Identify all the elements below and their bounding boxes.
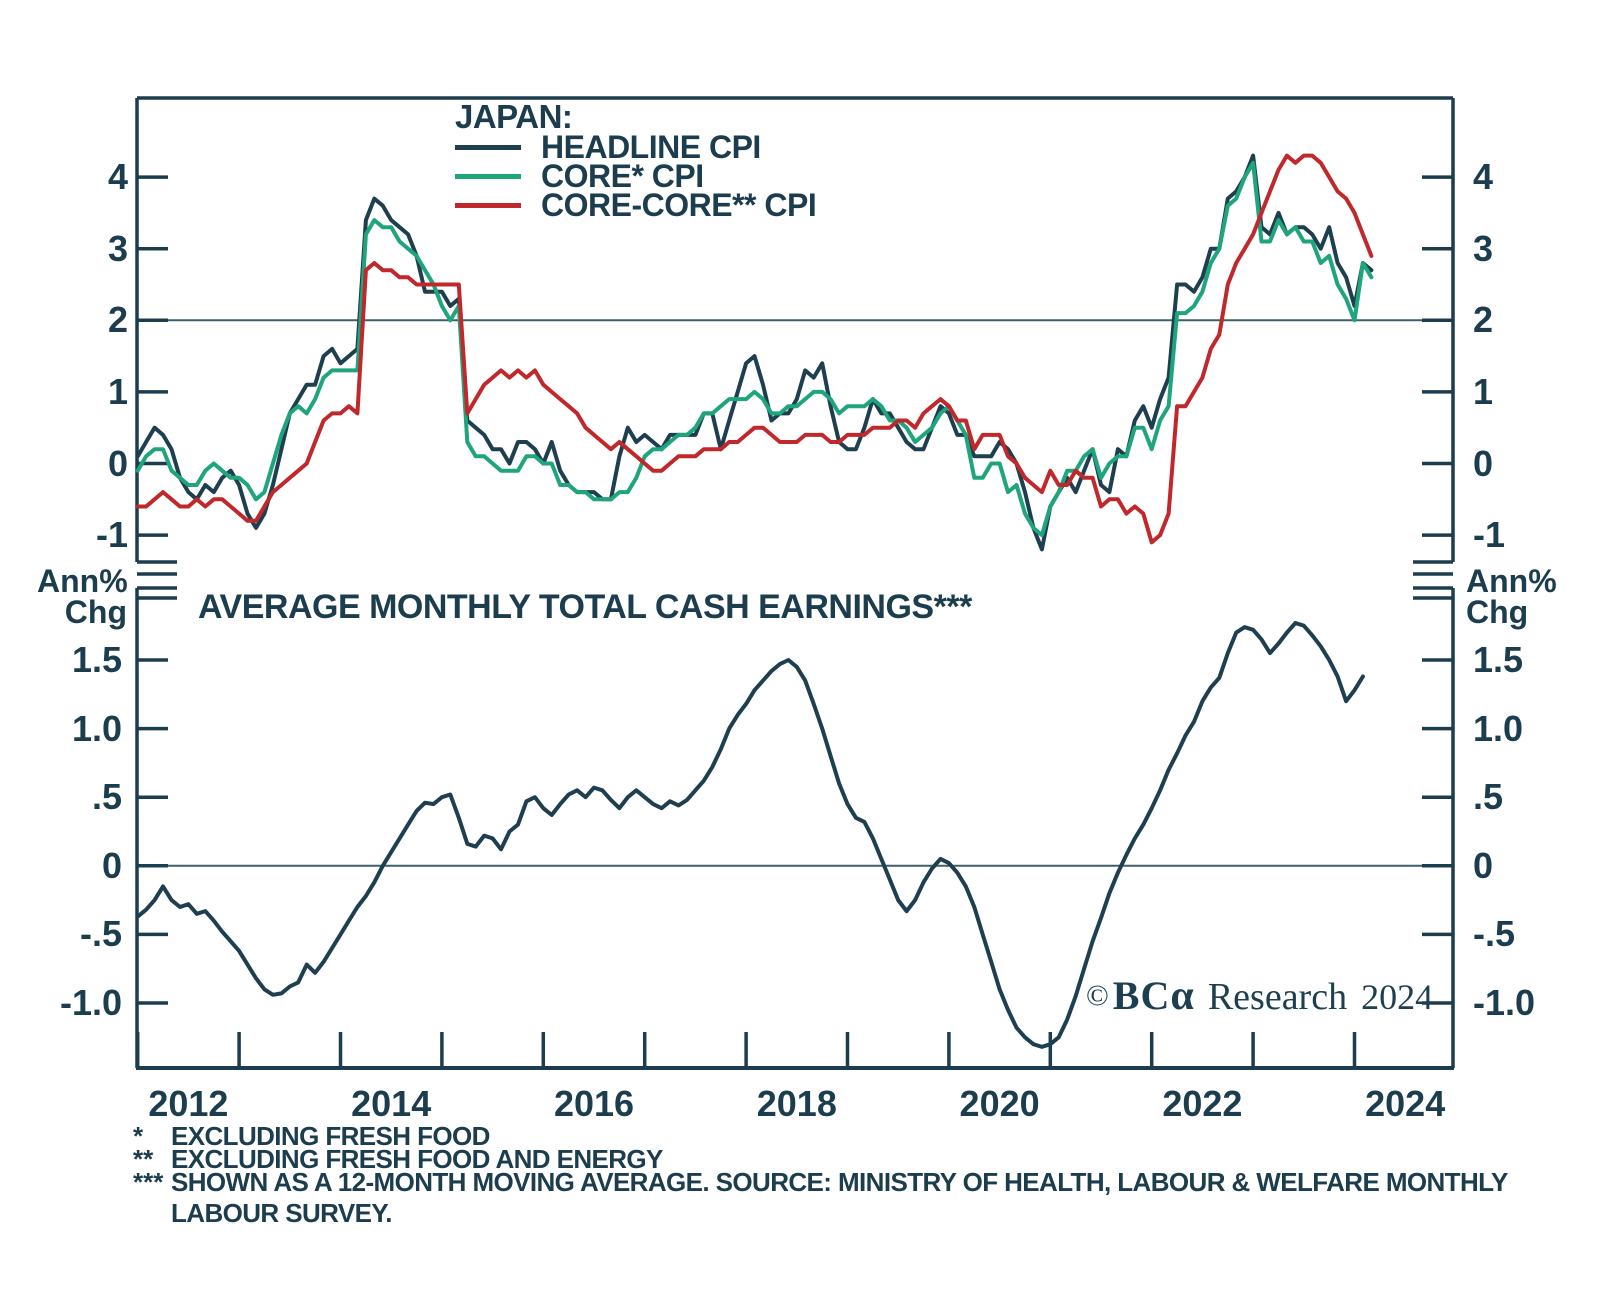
legend-label: CORE-CORE** CPI: [541, 187, 817, 223]
watermark-research: Research: [1207, 976, 1348, 1018]
footnote-source: *** SHOWN AS A 12-MONTH MOVING AVERAGE. …: [133, 1167, 1600, 1228]
watermark-year: 2024: [1361, 977, 1434, 1017]
legend-item-core-cpi: CORE* CPI: [455, 158, 816, 194]
top-panel-y-axis-label-left: 2: [107, 299, 128, 341]
footnote-marker: ***: [133, 1167, 164, 1197]
bottom-panel-y-axis-label-left: 1.5: [71, 639, 122, 680]
bottom-panel-y-axis-label-right: 1.0: [1473, 707, 1524, 749]
footnote-text: SHOWN AS A 12-MONTH MOVING AVERAGE. SOUR…: [171, 1167, 1508, 1228]
top-panel-y-axis-label-left: 3: [107, 227, 128, 269]
top-panel-y-axis-label-left: 4: [107, 156, 128, 198]
headline-cpi-line-swatch: [455, 145, 521, 150]
axis-unit-line2: Chg: [64, 594, 127, 630]
bottom-panel-y-axis-label-right: -.5: [1473, 913, 1516, 955]
top-panel-y-axis-label-left: 0: [107, 442, 128, 484]
bottom-panel-y-axis-label-right: 1.5: [1473, 639, 1524, 680]
left-axis-unit-label: Ann% Chg: [37, 563, 128, 630]
core-cpi-line-swatch: [455, 174, 521, 179]
bottom-panel-y-axis-label-right: -1.0: [1473, 982, 1536, 1023]
bottom-panel-y-axis-label-left: 1.0: [71, 707, 122, 749]
top-panel-y-axis-label-left: 1: [107, 370, 128, 412]
footnote-core-core: ** EXCLUDING FRESH FOOD AND ENERGY: [133, 1144, 1600, 1174]
footnote-marker: *: [133, 1121, 144, 1151]
x-axis-year-label: 2024: [1365, 1083, 1446, 1124]
bca-logo-alpha: α: [1170, 973, 1194, 1019]
bottom-panel-y-axis-label-left: -1.0: [59, 982, 122, 1023]
legend-item-headline-cpi: HEADLINE CPI: [455, 129, 816, 165]
x-axis-year-label: 2018: [756, 1083, 837, 1124]
axis-unit-line1: Ann%: [1466, 563, 1557, 599]
bca-logo: BC: [1112, 973, 1171, 1018]
footnote-core: * EXCLUDING FRESH FOOD: [133, 1121, 1600, 1151]
top-panel-y-axis-label-left: -1: [95, 514, 128, 556]
top-panel-y-axis-label-right: 2: [1473, 299, 1494, 341]
legend-label: CORE* CPI: [541, 158, 704, 194]
top-panel-y-axis-label-right: -1: [1473, 514, 1506, 556]
core-core-cpi-line-swatch: [455, 203, 521, 208]
top-panel-y-axis-label-right: 4: [1473, 156, 1494, 198]
axis-unit-line2: Chg: [1466, 594, 1529, 630]
x-axis-year-label: 2014: [351, 1083, 432, 1124]
legend-title: JAPAN:: [455, 98, 573, 135]
bottom-panel-y-axis-label-right: 0: [1473, 844, 1494, 886]
x-axis-year-label: 2016: [553, 1083, 635, 1124]
bottom-panel-y-axis-label-left: -.5: [79, 913, 122, 955]
x-axis-year-label: 2012: [148, 1083, 229, 1124]
legend-label: HEADLINE CPI: [541, 129, 761, 165]
cash-earnings-line: [135, 621, 1365, 1049]
footnote-text: EXCLUDING FRESH FOOD: [171, 1121, 490, 1151]
legend-item-core-core-cpi: CORE-CORE** CPI: [455, 187, 817, 223]
axis-unit-line1: Ann%: [37, 563, 128, 599]
top-panel-y-axis-label-right: 3: [1473, 227, 1494, 269]
top-panel-y-axis-label-right: 1: [1473, 370, 1494, 412]
footnote-text: EXCLUDING FRESH FOOD AND ENERGY: [171, 1144, 663, 1174]
footnote-marker: **: [133, 1144, 154, 1174]
legend: JAPAN: HEADLINE CPI CORE* CPI CORE-CORE*…: [455, 98, 817, 223]
headline-cpi-line: [135, 153, 1374, 552]
bottom-panel-title: AVERAGE MONTHLY TOTAL CASH EARNINGS***: [198, 588, 972, 626]
footnotes: * EXCLUDING FRESH FOOD ** EXCLUDING FRES…: [133, 1121, 1600, 1228]
bottom-panel-y-axis-label-left: 0: [101, 844, 122, 886]
bca-research-watermark: © BCα Research 2024: [1086, 972, 1433, 1020]
top-panel-y-axis-label-right: 0: [1473, 442, 1494, 484]
core-cpi-line: [135, 160, 1374, 538]
bottom-panel-y-axis-label-left: .5: [91, 776, 122, 818]
bottom-panel-y-axis-label-right: .5: [1473, 776, 1504, 818]
right-axis-unit-label: Ann% Chg: [1466, 563, 1557, 630]
x-axis-year-label: 2020: [959, 1083, 1040, 1124]
copyright-symbol: ©: [1086, 979, 1109, 1012]
core-core-cpi-line: [135, 153, 1374, 545]
x-axis-year-label: 2022: [1162, 1083, 1243, 1124]
